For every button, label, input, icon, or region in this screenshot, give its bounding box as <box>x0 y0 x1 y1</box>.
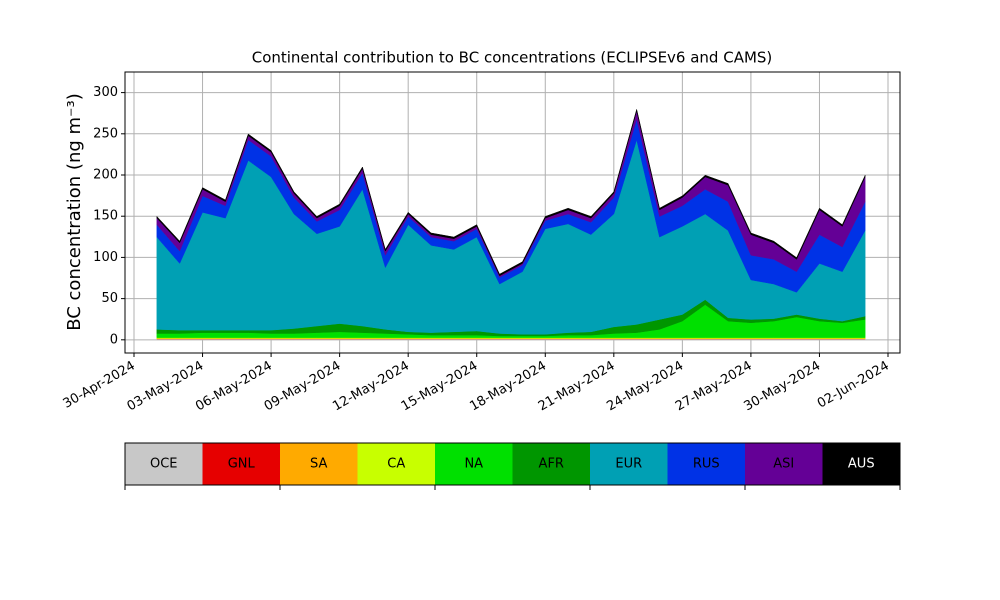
legend-swatch <box>667 443 745 485</box>
x-tick-label: 06-May-2024 <box>193 359 275 415</box>
legend-swatch <box>435 443 513 485</box>
x-tick-label: 09-May-2024 <box>262 359 344 415</box>
x-tick-label: 03-May-2024 <box>125 359 207 415</box>
y-tick-label: 0 <box>110 332 118 347</box>
plot-frame <box>124 71 901 354</box>
x-tick-label: 21-May-2024 <box>536 359 618 415</box>
legend-swatch <box>745 443 823 485</box>
chart-title: Continental contribution to BC concentra… <box>252 49 773 67</box>
y-tick-label: 200 <box>93 168 118 183</box>
y-tick-label: 100 <box>93 250 118 265</box>
legend-label: GNL <box>228 457 256 472</box>
legend-label: CA <box>387 457 405 472</box>
legend-label: RUS <box>693 457 720 472</box>
legend-swatch <box>280 443 358 485</box>
y-tick-label: 150 <box>93 209 118 224</box>
legend-swatch <box>125 443 203 485</box>
legend-label: OCE <box>150 457 178 472</box>
legend-label: AFR <box>539 457 564 472</box>
x-tick-label: 12-May-2024 <box>330 359 412 415</box>
x-tick-label: 27-May-2024 <box>673 359 755 415</box>
x-tick-label: 30-May-2024 <box>742 359 824 415</box>
legend-label: SA <box>310 457 327 472</box>
x-tick-label: 18-May-2024 <box>467 359 549 415</box>
legend-swatch <box>590 443 668 485</box>
legend-label: NA <box>464 457 483 472</box>
x-tick-label: 02-Jun-2024 <box>815 359 892 412</box>
x-tick-label: 15-May-2024 <box>399 359 481 415</box>
legend-swatch <box>357 443 435 485</box>
area <box>156 109 866 277</box>
legend-label: ASI <box>773 457 794 472</box>
x-tick-label: 24-May-2024 <box>604 359 686 415</box>
y-tick-label: 250 <box>93 126 118 141</box>
y-tick-label: 300 <box>93 85 118 100</box>
legend-label: AUS <box>848 457 875 472</box>
y-tick-label: 50 <box>101 291 118 306</box>
y-axis-label: BC concentration (ng m⁻³) <box>64 93 85 331</box>
legend-frame <box>124 442 901 486</box>
legend-swatch <box>822 443 900 485</box>
legend-label: EUR <box>615 457 642 472</box>
legend-swatch <box>202 443 280 485</box>
legend-swatch <box>512 443 590 485</box>
